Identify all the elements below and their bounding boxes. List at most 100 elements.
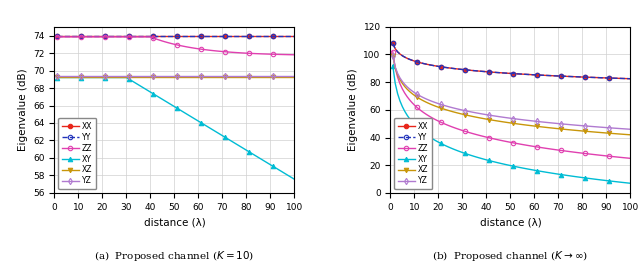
XZ [271,75,279,78]
YY [531,73,538,76]
XX [607,76,615,80]
YZ [278,75,286,78]
XX [627,77,634,80]
XZ [511,122,519,125]
YZ [531,120,538,123]
YZ [53,75,61,78]
YY [195,35,202,38]
YY [627,77,634,80]
XY [435,140,442,144]
ZZ [614,155,622,159]
ZZ [389,50,397,53]
XY [99,76,106,79]
XX [53,35,61,38]
X-axis label: distance (λ): distance (λ) [479,217,541,227]
XZ [278,75,286,78]
XY [271,166,279,169]
XY [531,169,538,172]
YY [271,35,279,38]
XZ [291,75,298,78]
YZ [291,75,298,78]
XZ [99,75,106,78]
ZZ [607,155,615,158]
YZ [511,117,519,120]
ZZ [435,120,442,123]
XZ [195,75,202,78]
XY [614,180,622,184]
Y-axis label: Eigenvalue (dB): Eigenvalue (dB) [18,69,28,151]
XX [99,35,106,38]
Line: XX: XX [54,34,296,39]
YZ [627,128,634,131]
YY [108,35,116,38]
Legend: XX, YY, ZZ, XY, XZ, YZ: XX, YY, ZZ, XY, XZ, YZ [394,118,432,189]
X-axis label: distance (λ): distance (λ) [143,217,205,227]
Line: YY: YY [54,34,296,39]
Line: XX: XX [390,41,632,81]
YZ [99,75,106,78]
ZZ [108,35,116,39]
ZZ [53,35,61,39]
XX [444,66,452,69]
YZ [614,127,622,130]
XZ [444,109,452,112]
XZ [53,75,61,78]
YY [53,35,61,38]
Line: XZ: XZ [54,75,296,79]
YZ [271,75,279,78]
Line: XZ: XZ [390,54,632,137]
Line: YZ: YZ [54,74,296,79]
XZ [531,124,538,128]
Line: YZ: YZ [390,54,632,132]
ZZ [99,35,106,39]
XZ [435,106,442,109]
ZZ [627,157,634,160]
XY [627,182,634,185]
YZ [607,126,615,129]
ZZ [175,44,183,47]
YZ [444,105,452,108]
YY [607,76,615,80]
XY [607,180,615,183]
YY [278,35,286,38]
XX [614,77,622,80]
XZ [389,54,397,57]
ZZ [278,53,286,56]
XY [389,64,397,67]
ZZ [291,53,298,56]
XX [389,42,397,45]
XY [278,170,286,174]
XZ [614,132,622,136]
Line: YY: YY [390,41,632,81]
XY [175,108,183,111]
XX [175,35,183,38]
XY [53,76,61,79]
XZ [607,132,615,135]
ZZ [511,142,519,145]
Title: (b)  Proposed channel ($K \to \infty$): (b) Proposed channel ($K \to \infty$) [432,250,589,263]
Title: (a)  Proposed channel ($K = 10$): (a) Proposed channel ($K = 10$) [94,250,255,263]
XX [291,35,298,38]
XZ [627,133,634,136]
XY [291,178,298,181]
XX [108,35,116,38]
Legend: XX, YY, ZZ, XY, XZ, YZ: XX, YY, ZZ, XY, XZ, YZ [58,118,96,189]
YY [99,35,106,38]
Line: XY: XY [54,75,296,181]
Line: XY: XY [390,63,632,185]
XZ [175,75,183,78]
XX [278,35,286,38]
XX [531,73,538,76]
Line: ZZ: ZZ [54,35,296,57]
YZ [108,75,116,78]
YZ [389,54,397,57]
YY [435,65,442,68]
YY [614,77,622,80]
XY [108,76,116,79]
Line: ZZ: ZZ [390,50,632,161]
YZ [195,75,202,78]
YZ [435,102,442,105]
XX [271,35,279,38]
ZZ [195,47,202,50]
XX [511,72,519,75]
